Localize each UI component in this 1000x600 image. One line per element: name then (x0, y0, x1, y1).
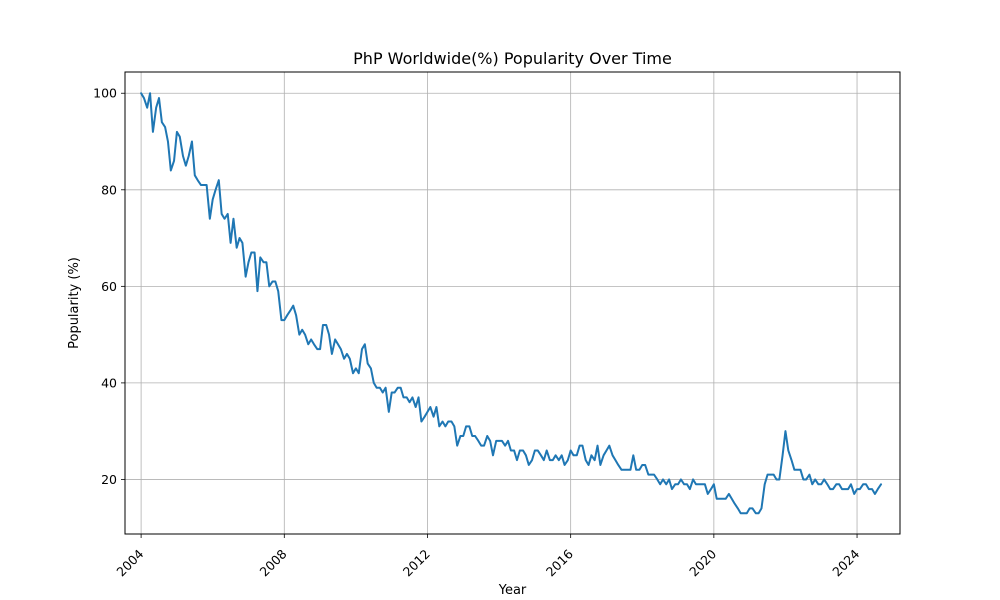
y-tick-label: 40 (101, 375, 117, 390)
chart-title: PhP Worldwide(%) Popularity Over Time (353, 49, 672, 68)
plot-area-frame (124, 71, 901, 535)
y-axis-label: Popularity (%) (67, 257, 82, 349)
y-tick-label: 20 (101, 472, 117, 487)
grid (125, 72, 900, 534)
y-tick-label: 100 (93, 86, 117, 101)
series-layer (140, 92, 883, 515)
y-tick-label: 60 (101, 279, 117, 294)
series-line (140, 92, 883, 515)
y-tick-label: 80 (101, 182, 117, 197)
x-axis-label: Year (498, 583, 527, 598)
